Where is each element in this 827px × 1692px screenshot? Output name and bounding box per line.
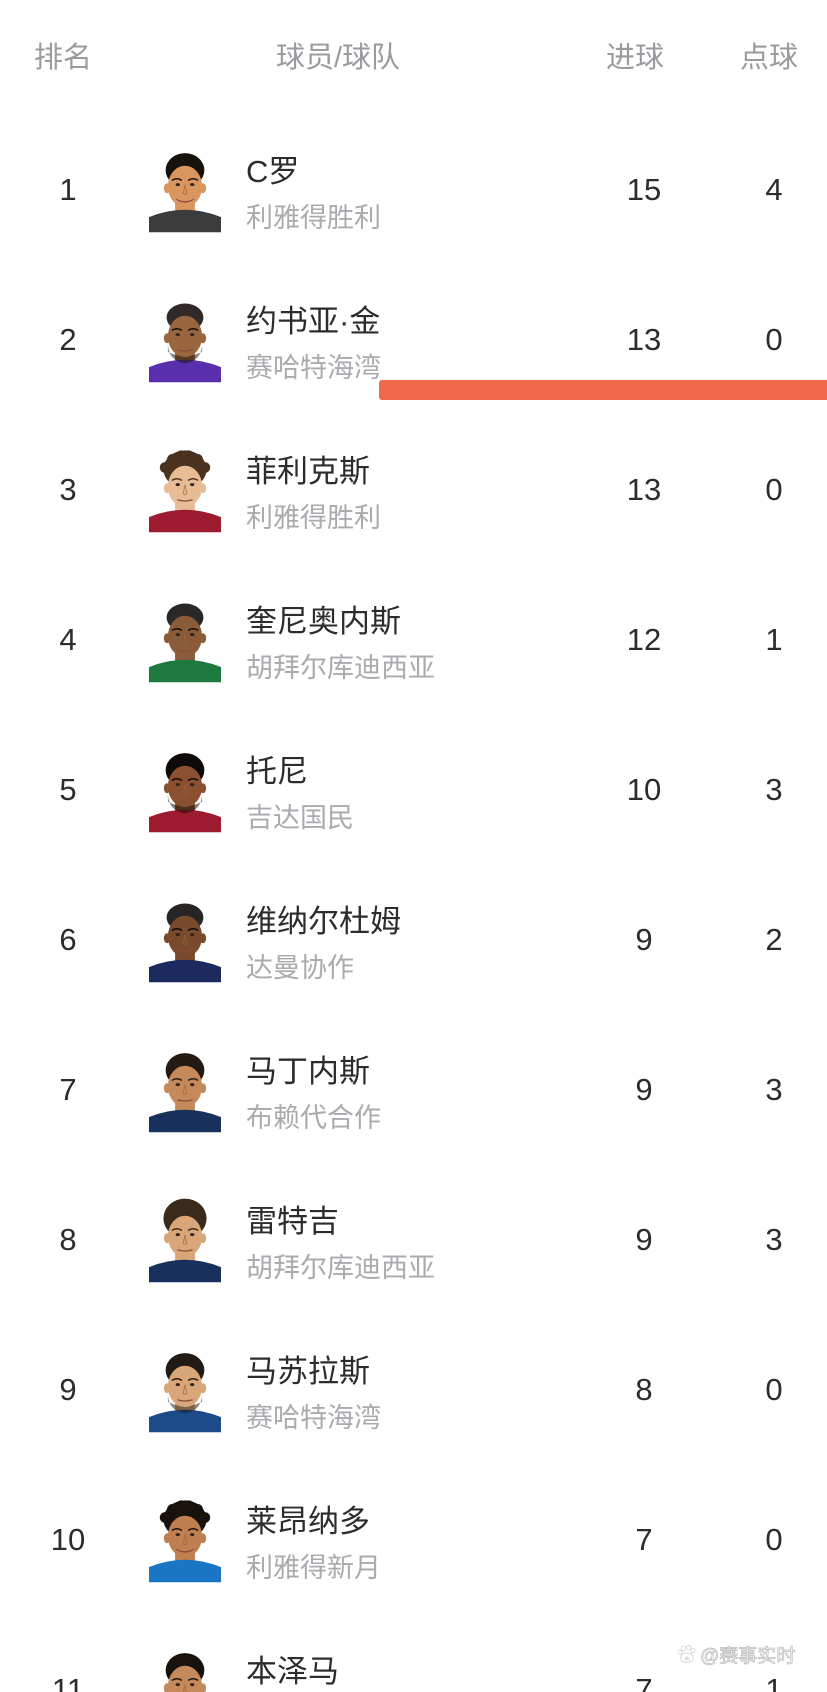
svg-text:du: du — [684, 1656, 690, 1662]
